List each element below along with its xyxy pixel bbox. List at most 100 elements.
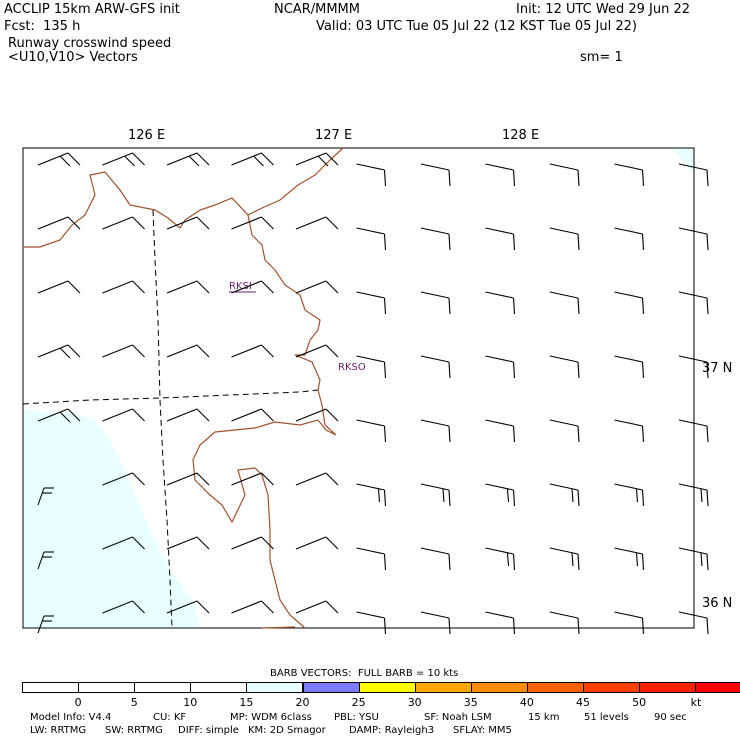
wind-barb-stroke (59, 347, 71, 359)
init-time: Init: 12 UTC Wed 29 Jun 22 (516, 2, 691, 17)
wind-barb-stroke (700, 552, 703, 567)
footer-cu: CU: KF (153, 712, 187, 723)
wind-barb-stroke (678, 611, 708, 619)
wind-barb-stroke (485, 227, 514, 235)
wind-barb-stroke (231, 600, 262, 614)
wind-barb-stroke (448, 361, 451, 379)
wind-barb-stroke (420, 419, 450, 427)
wind-barb-stroke (678, 547, 708, 555)
wind-barb-stroke (356, 483, 385, 491)
wind-barb-stroke (196, 600, 210, 614)
wind-barb-stroke (641, 553, 645, 571)
wind-barb-stroke (132, 600, 145, 614)
colorbar-tick-label: 30 (407, 696, 422, 709)
wind-barb-stroke (614, 547, 643, 555)
wind-barb-stroke (196, 152, 210, 166)
wind-barb-stroke (577, 297, 580, 315)
wind-barb-stroke (678, 291, 708, 299)
wind-barb-stroke (512, 425, 516, 443)
wind-barbs (37, 152, 709, 635)
wind-barb-stroke (485, 291, 514, 299)
wind-barb-stroke (512, 617, 516, 635)
wind-barb-stroke (641, 169, 645, 187)
wind-barb-stroke (485, 611, 514, 619)
wind-barb-stroke (377, 488, 381, 503)
wind-barb-stroke (614, 483, 643, 491)
wind-barb-stroke (678, 163, 708, 171)
wind-barb-stroke (614, 163, 643, 171)
wind-barb-stroke (641, 489, 645, 507)
footer-lw: LW: RRTMG (30, 725, 87, 736)
wind-barb-stroke (614, 227, 643, 235)
wind-barb-stroke (420, 355, 450, 363)
low-wind-shading-ne (672, 148, 694, 175)
wind-barb-stroke (102, 152, 133, 166)
wind-barb-stroke (37, 551, 45, 570)
wind-barb-stroke (261, 408, 274, 422)
wind-barb-stroke (420, 483, 450, 491)
colorbar-bin (470, 682, 528, 693)
wind-barb-stroke (614, 419, 643, 427)
wind-barb-stroke (549, 355, 579, 363)
center-name: NCAR/MMMM (274, 2, 360, 17)
colorbar-bin (190, 682, 248, 693)
wind-barb-stroke (295, 152, 327, 166)
wind-barb-stroke (641, 297, 645, 315)
wind-barb-stroke (196, 344, 210, 358)
wind-barb-stroke (577, 425, 580, 443)
footer-resolution: 15 km (528, 712, 560, 723)
wind-barb-stroke (132, 152, 145, 166)
wind-barb-stroke (512, 169, 516, 187)
colorbar-tick-label: 20 (295, 696, 310, 709)
wind-barb-stroke (641, 617, 645, 635)
lat-label-36: 36 N (702, 596, 733, 611)
wind-barb-stroke (261, 344, 274, 358)
wind-barb-stroke (635, 488, 639, 503)
wind-barb-stroke (549, 227, 579, 235)
footer-levels: 51 levels (584, 712, 629, 723)
wind-barb-stroke (485, 355, 514, 363)
wind-barb-stroke (196, 408, 210, 422)
wind-barb-stroke (383, 425, 387, 443)
map-frame (22, 147, 695, 629)
wind-barb-stroke (261, 536, 274, 550)
wind-barb-stroke (295, 600, 327, 614)
wind-barb-stroke (706, 425, 709, 443)
footer-km: KM: 2D Smagor (248, 725, 326, 736)
wind-barb-stroke (420, 547, 450, 555)
lat-label-37: 37 N (702, 361, 733, 376)
wind-barb-stroke (102, 280, 133, 294)
wind-barb-stroke (261, 216, 274, 230)
wind-barb-stroke (67, 408, 81, 422)
wind-barb-stroke (231, 472, 262, 486)
wind-barb-stroke (166, 344, 198, 358)
wind-barb-stroke (356, 355, 385, 363)
wind-barb-stroke (295, 344, 327, 358)
colorbar-bin (414, 682, 472, 693)
colorbar-title: BARB VECTORS: FULL BARB = 10 kts (270, 668, 459, 679)
wind-barb-stroke (231, 216, 262, 230)
wind-barb-stroke (420, 227, 450, 235)
wind-barb-stroke (132, 344, 145, 358)
wind-barb-stroke (706, 233, 709, 251)
wind-barb-stroke (577, 489, 580, 507)
colorbar-bin (639, 682, 697, 693)
wind-barb-stroke (132, 536, 145, 550)
wind-barb-stroke (383, 361, 387, 379)
wind-barb-stroke (295, 536, 327, 550)
wind-barb-stroke (59, 155, 71, 167)
province-boundaries (22, 209, 319, 629)
wind-barb-stroke (641, 233, 645, 251)
footer-sw: SW: RRTMG (105, 725, 163, 736)
colorbar-bin (134, 682, 192, 693)
wind-barb-stroke (325, 280, 339, 294)
wind-barb-stroke (485, 483, 514, 491)
wind-barb-stroke (383, 553, 387, 571)
wind-barb-stroke (231, 536, 262, 550)
wind-barb-stroke (196, 472, 210, 486)
wind-barb-stroke (166, 280, 198, 294)
wind-barb-stroke (448, 489, 451, 507)
colorbar-bin (302, 682, 360, 693)
wind-barb-stroke (325, 408, 339, 422)
colorbar-tick-label: 10 (183, 696, 198, 709)
